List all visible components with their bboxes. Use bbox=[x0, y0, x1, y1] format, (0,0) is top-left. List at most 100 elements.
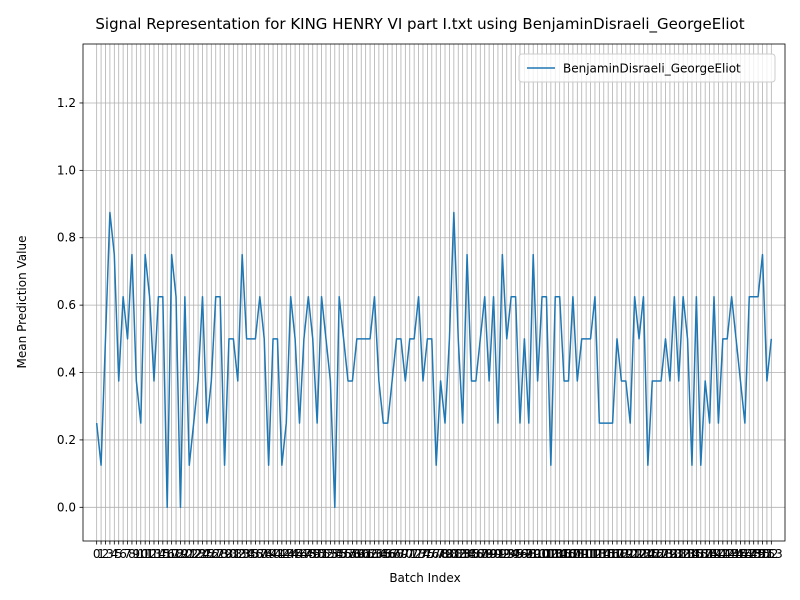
x-tick-label: 36 bbox=[248, 547, 263, 561]
x-tick-label: 123 bbox=[628, 547, 651, 561]
x-tick-label: 147 bbox=[733, 547, 756, 561]
x-tick-label: 124 bbox=[632, 547, 655, 561]
x-tick-label: 41 bbox=[270, 547, 285, 561]
x-tick-label: 120 bbox=[614, 547, 637, 561]
x-tick-label: 74 bbox=[415, 547, 430, 561]
x-tick-label: 11 bbox=[138, 547, 153, 561]
x-tick-label: 78 bbox=[433, 547, 448, 561]
x-tick-label: 108 bbox=[561, 547, 584, 561]
x-tick-label: 125 bbox=[636, 547, 659, 561]
x-tick-label: 112 bbox=[579, 547, 602, 561]
x-tick-label: 14 bbox=[151, 547, 166, 561]
x-tick-label: 121 bbox=[619, 547, 642, 561]
x-axis-label: Batch Index bbox=[389, 571, 460, 585]
x-tick-label: 21 bbox=[182, 547, 197, 561]
x-tick-label: 3 bbox=[106, 547, 114, 561]
x-tick-label: 67 bbox=[384, 547, 399, 561]
x-tick-label: 126 bbox=[641, 547, 664, 561]
x-tick-label: 94 bbox=[504, 547, 519, 561]
x-tick-label: 56 bbox=[336, 547, 351, 561]
x-tick-label: 27 bbox=[208, 547, 223, 561]
x-tick-label: 152 bbox=[755, 547, 778, 561]
y-tick-label: 0.0 bbox=[57, 500, 76, 514]
x-tick-label: 117 bbox=[601, 547, 624, 561]
x-tick-label: 81 bbox=[446, 547, 461, 561]
x-tick-label: 79 bbox=[437, 547, 452, 561]
x-tick-label: 88 bbox=[477, 547, 492, 561]
x-tick-label: 114 bbox=[588, 547, 611, 561]
x-tick-label: 72 bbox=[407, 547, 422, 561]
x-tick-label: 150 bbox=[747, 547, 770, 561]
x-tick-label: 103 bbox=[539, 547, 562, 561]
x-tick-label: 99 bbox=[526, 547, 541, 561]
x-tick-label: 58 bbox=[345, 547, 360, 561]
x-tick-label: 43 bbox=[279, 547, 294, 561]
x-tick-label: 101 bbox=[531, 547, 554, 561]
x-tick-label: 149 bbox=[742, 547, 765, 561]
x-tick-label: 148 bbox=[738, 547, 761, 561]
x-tick-label: 95 bbox=[508, 547, 523, 561]
x-tick-label: 51 bbox=[314, 547, 329, 561]
x-tick-label: 71 bbox=[402, 547, 417, 561]
x-tick-label: 104 bbox=[544, 547, 567, 561]
x-tick-label: 102 bbox=[535, 547, 558, 561]
x-tick-label: 83 bbox=[455, 547, 470, 561]
x-tick-label: 45 bbox=[287, 547, 302, 561]
x-tick-label: 80 bbox=[442, 547, 457, 561]
chart-title: Signal Representation for KING HENRY VI … bbox=[95, 15, 744, 34]
x-tick-label: 76 bbox=[424, 547, 439, 561]
x-tick-label: 132 bbox=[667, 547, 690, 561]
x-tick-label: 59 bbox=[349, 547, 364, 561]
x-tick-label: 127 bbox=[645, 547, 668, 561]
x-tick-label: 140 bbox=[703, 547, 726, 561]
x-tick-label: 133 bbox=[672, 547, 695, 561]
x-tick-label: 100 bbox=[526, 547, 549, 561]
x-tick-label: 17 bbox=[164, 547, 179, 561]
x-tick-label: 91 bbox=[490, 547, 505, 561]
x-tick-label: 119 bbox=[610, 547, 633, 561]
axes-frame bbox=[82, 43, 786, 542]
x-tick-label: 16 bbox=[160, 547, 175, 561]
x-tick-label: 46 bbox=[292, 547, 307, 561]
x-tick-label: 33 bbox=[235, 547, 250, 561]
x-tick-label: 105 bbox=[548, 547, 571, 561]
x-tick-label: 60 bbox=[354, 547, 369, 561]
x-tick-label: 29 bbox=[217, 547, 232, 561]
x-tick-label: 48 bbox=[301, 547, 316, 561]
x-tick-label: 139 bbox=[698, 547, 721, 561]
plot-area: 0123456789101112131415161718192021222324… bbox=[57, 43, 786, 561]
x-tick-label: 53 bbox=[323, 547, 338, 561]
x-tick-label: 145 bbox=[725, 547, 748, 561]
x-tick-label: 122 bbox=[623, 547, 646, 561]
x-tick-label: 130 bbox=[658, 547, 681, 561]
x-tick-label: 109 bbox=[566, 547, 589, 561]
x-tick-label: 35 bbox=[243, 547, 258, 561]
y-tick-label: 0.8 bbox=[57, 231, 76, 245]
x-tick-label: 141 bbox=[707, 547, 730, 561]
x-tick-label: 128 bbox=[650, 547, 673, 561]
x-tick-label: 18 bbox=[168, 547, 183, 561]
x-tick-label: 84 bbox=[459, 547, 474, 561]
x-tick-label: 92 bbox=[495, 547, 510, 561]
x-tick-label: 68 bbox=[389, 547, 404, 561]
series-line bbox=[95, 211, 773, 509]
x-tick-label: 25 bbox=[199, 547, 214, 561]
x-tick-label: 118 bbox=[606, 547, 629, 561]
x-tick-label: 86 bbox=[468, 547, 483, 561]
x-tick-label: 90 bbox=[486, 547, 501, 561]
y-axis-label: Mean Prediction Value bbox=[15, 236, 29, 369]
x-tick-label: 93 bbox=[499, 547, 514, 561]
x-tick-label: 26 bbox=[204, 547, 219, 561]
x-tick-label: 30 bbox=[221, 547, 236, 561]
x-tick-label: 96 bbox=[512, 547, 527, 561]
x-tick-label: 137 bbox=[689, 547, 712, 561]
x-tick-label: 10 bbox=[133, 547, 148, 561]
x-tick-label: 7 bbox=[124, 547, 132, 561]
x-tick-label: 22 bbox=[186, 547, 201, 561]
x-tick-label: 57 bbox=[340, 547, 355, 561]
x-tick-label: 98 bbox=[521, 547, 536, 561]
x-tick-label: 40 bbox=[265, 547, 280, 561]
x-tick-label: 63 bbox=[367, 547, 382, 561]
x-tick-label: 28 bbox=[212, 547, 227, 561]
x-tick-label: 23 bbox=[190, 547, 205, 561]
